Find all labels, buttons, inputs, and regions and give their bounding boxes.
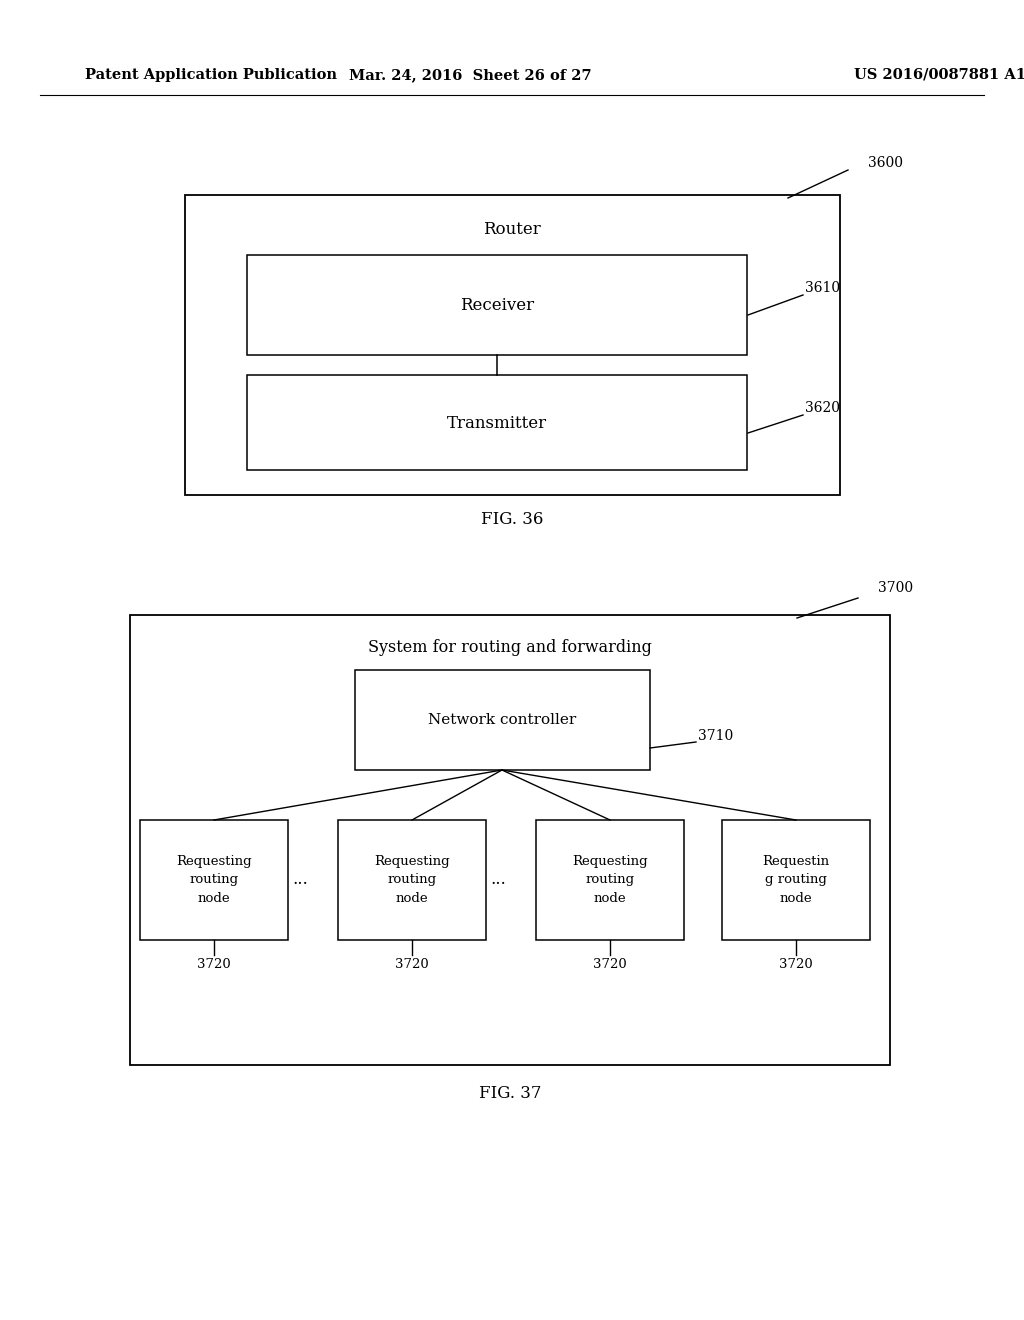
- Text: Mar. 24, 2016  Sheet 26 of 27: Mar. 24, 2016 Sheet 26 of 27: [349, 69, 591, 82]
- Text: FIG. 37: FIG. 37: [479, 1085, 542, 1101]
- Text: 3620: 3620: [805, 401, 840, 414]
- Text: Requesting
routing
node: Requesting routing node: [572, 855, 648, 904]
- Text: 3720: 3720: [198, 958, 230, 972]
- Text: US 2016/0087881 A1: US 2016/0087881 A1: [854, 69, 1024, 82]
- Bar: [130, 615, 890, 1065]
- Text: System for routing and forwarding: System for routing and forwarding: [368, 639, 652, 656]
- Text: Transmitter: Transmitter: [446, 414, 547, 432]
- Bar: [355, 671, 650, 770]
- Bar: [247, 255, 746, 355]
- Text: Router: Router: [483, 222, 541, 239]
- Text: 3700: 3700: [878, 581, 913, 595]
- Text: Patent Application Publication: Patent Application Publication: [85, 69, 337, 82]
- Bar: [722, 820, 870, 940]
- Text: Requestin
g routing
node: Requestin g routing node: [763, 855, 829, 904]
- Bar: [185, 195, 840, 495]
- Text: 3610: 3610: [805, 281, 840, 294]
- Text: 3710: 3710: [698, 729, 733, 743]
- Text: ...: ...: [490, 871, 506, 888]
- Text: 3720: 3720: [395, 958, 429, 972]
- Text: Requesting
routing
node: Requesting routing node: [176, 855, 252, 904]
- Text: Requesting
routing
node: Requesting routing node: [374, 855, 450, 904]
- Bar: [140, 820, 288, 940]
- Text: ...: ...: [292, 871, 308, 888]
- Text: FIG. 36: FIG. 36: [481, 511, 543, 528]
- Bar: [536, 820, 684, 940]
- Text: 3720: 3720: [779, 958, 813, 972]
- Text: Network controller: Network controller: [428, 713, 577, 727]
- Bar: [247, 375, 746, 470]
- Text: Receiver: Receiver: [460, 297, 535, 314]
- Text: 3600: 3600: [868, 156, 903, 170]
- Text: 3720: 3720: [593, 958, 627, 972]
- Bar: [338, 820, 486, 940]
